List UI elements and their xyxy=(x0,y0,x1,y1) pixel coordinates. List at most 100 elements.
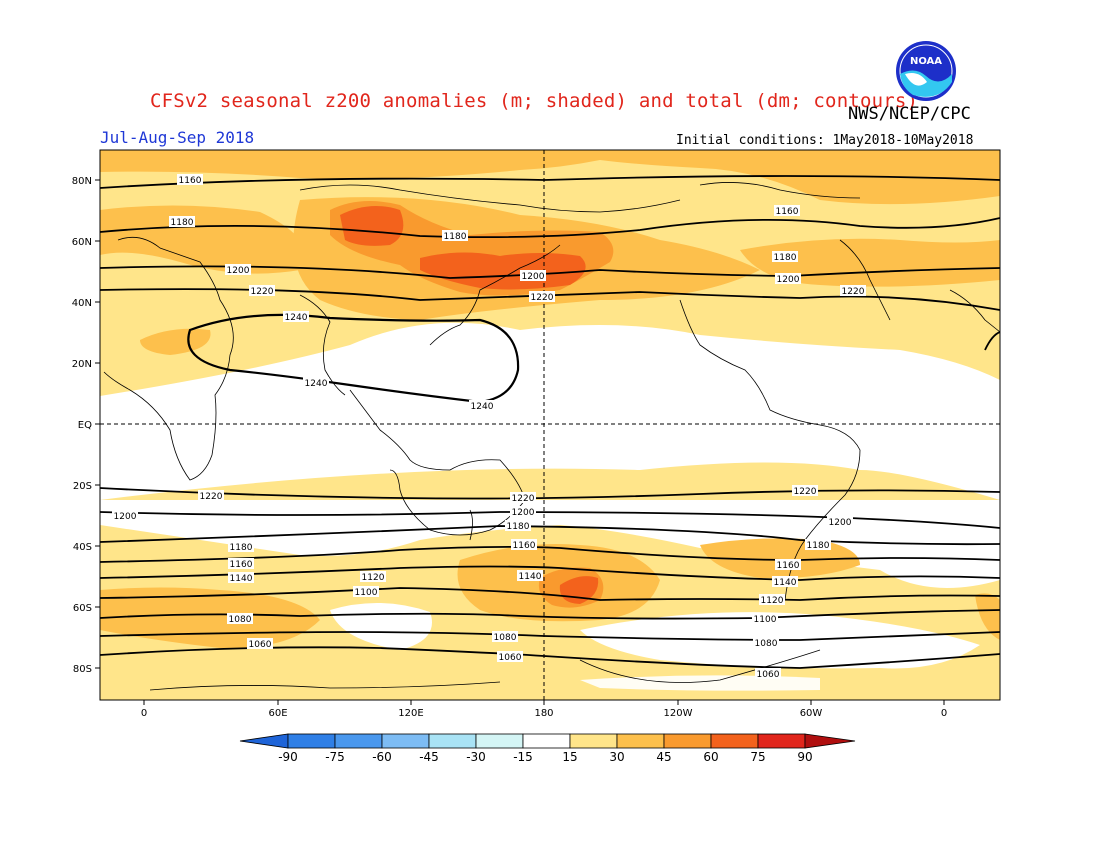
contour-label: 1220 xyxy=(200,492,223,502)
contour-label-bg xyxy=(752,613,778,624)
contour-label-bg xyxy=(177,174,203,185)
contour-labels-nh: 1160 1160 1180 1180 1180 1200 1200 1200 1220 1220… xyxy=(169,174,866,412)
contour-label-bg xyxy=(225,264,251,275)
contour-label-bg xyxy=(492,631,518,642)
contour-label-bg xyxy=(247,638,273,649)
colorbar-label: -15 xyxy=(513,750,533,764)
contour-label: 1240 xyxy=(471,402,494,412)
colorbar-arrow-right xyxy=(804,733,856,749)
contour-label: 1060 xyxy=(499,653,522,663)
colorbar-segment xyxy=(569,733,618,749)
contour-label: 1180 xyxy=(444,232,467,242)
contour-label: 1120 xyxy=(362,573,385,583)
contour-label: 1220 xyxy=(531,293,554,303)
lat-label: 20S xyxy=(73,481,92,492)
contour-label-bg xyxy=(774,205,800,216)
lat-label: EQ xyxy=(78,420,92,431)
colorbar-label: 45 xyxy=(656,750,671,764)
noaa-logo-text: NOAA xyxy=(910,56,942,67)
colorbar-label: 60 xyxy=(703,750,718,764)
contour-label: 1100 xyxy=(355,588,378,598)
contour-label: 1140 xyxy=(774,578,797,588)
contour-label-bg xyxy=(792,485,818,496)
colorbar-segment xyxy=(522,733,571,749)
contour-label-bg xyxy=(510,506,536,517)
coastlines xyxy=(103,182,1001,691)
colorbar-segment xyxy=(757,733,806,749)
contour-label-bg xyxy=(497,651,523,662)
lon-label: 180 xyxy=(534,708,553,719)
contour-label-bg xyxy=(775,559,801,570)
contour-label-bg xyxy=(759,594,785,605)
latitude-labels: 80N 60N 40N 20N EQ 20S 40S 60S 80S xyxy=(72,176,92,675)
contour-label: 1180 xyxy=(507,522,530,532)
colorbar: -90 -75 -60 -45 -30 -15 15 30 45 60 75 90 xyxy=(239,733,856,764)
anomaly-white-regions xyxy=(100,322,1000,691)
agency-label: NWS/NCEP/CPC xyxy=(848,104,971,124)
lat-label: 80N xyxy=(72,176,92,187)
map-background xyxy=(100,150,1000,700)
colorbar-segment xyxy=(475,733,524,749)
noaa-logo: NOAA xyxy=(895,40,957,106)
contour-label: 1160 xyxy=(230,560,253,570)
colorbar-segment xyxy=(428,733,477,749)
contour-label: 1200 xyxy=(522,272,545,282)
contour-label: 1160 xyxy=(513,541,536,551)
contour-label: 1100 xyxy=(754,615,777,625)
initial-conditions: Initial conditions: 1May2018-10May2018 xyxy=(676,133,974,148)
lat-label: 60N xyxy=(72,237,92,248)
contour-label: 1140 xyxy=(230,574,253,584)
contour-label-bg xyxy=(249,285,275,296)
contour-label: 1220 xyxy=(512,494,535,504)
contour-label-bg xyxy=(198,490,224,501)
contour-label: 1180 xyxy=(171,218,194,228)
contour-label: 1200 xyxy=(227,266,250,276)
contour-label: 1080 xyxy=(229,615,252,625)
contour-label: 1200 xyxy=(777,275,800,285)
contour-label-bg xyxy=(511,539,537,550)
anomaly-red-orange-regions xyxy=(340,206,599,604)
map-panel: 1160 1160 1180 1180 1180 1200 1200 1200 1220 1220… xyxy=(99,149,1001,701)
contour-label-bg xyxy=(353,586,379,597)
colorbar-label: 90 xyxy=(797,750,812,764)
chart-title: CFSv2 seasonal z200 anomalies (m; shaded… xyxy=(150,90,919,112)
contour-label-bg xyxy=(227,613,253,624)
colorbar-label: -30 xyxy=(466,750,486,764)
contour-label: 1180 xyxy=(807,541,830,551)
colorbar-label: 30 xyxy=(609,750,624,764)
contour-label: 1060 xyxy=(249,640,272,650)
contour-label: 1140 xyxy=(519,572,542,582)
contour-label: 1200 xyxy=(829,518,852,528)
axis-ticks xyxy=(95,179,945,705)
contour-label-bg xyxy=(772,576,798,587)
contour-label-bg xyxy=(112,510,138,521)
colorbar-label: 15 xyxy=(562,750,577,764)
contour-labels-sh: 1220 1220 1220 1200 1200 1200 1180 1180 1180 1160… xyxy=(112,485,853,680)
colorbar-label: -45 xyxy=(419,750,439,764)
colorbar-segment xyxy=(663,733,712,749)
contour-label: 1220 xyxy=(794,487,817,497)
anomaly-dark-orange-regions xyxy=(330,201,614,608)
colorbar-label: -60 xyxy=(372,750,392,764)
contour-label-bg xyxy=(360,571,386,582)
contour-label: 1120 xyxy=(761,596,784,606)
contour-label: 1220 xyxy=(251,287,274,297)
contour-label-bg xyxy=(510,492,536,503)
contour-label: 1200 xyxy=(512,508,535,518)
contour-label-bg xyxy=(775,273,801,284)
lon-label: 60W xyxy=(800,708,823,719)
colorbar-segment xyxy=(616,733,665,749)
lon-label: 0 xyxy=(941,708,947,719)
colorbar-segment xyxy=(334,733,383,749)
contour-label-bg xyxy=(283,311,309,322)
contour-label-bg xyxy=(469,400,495,411)
contour-label-bg xyxy=(805,539,831,550)
map-frame xyxy=(99,149,1001,701)
lat-label: 40S xyxy=(73,542,92,553)
contour-label-bg xyxy=(169,216,195,227)
lat-label: 40N xyxy=(72,298,92,309)
contour-label-bg xyxy=(442,230,468,241)
lon-label: 0 xyxy=(141,708,147,719)
contour-label-bg xyxy=(228,572,254,583)
contour-label: 1060 xyxy=(757,670,780,680)
